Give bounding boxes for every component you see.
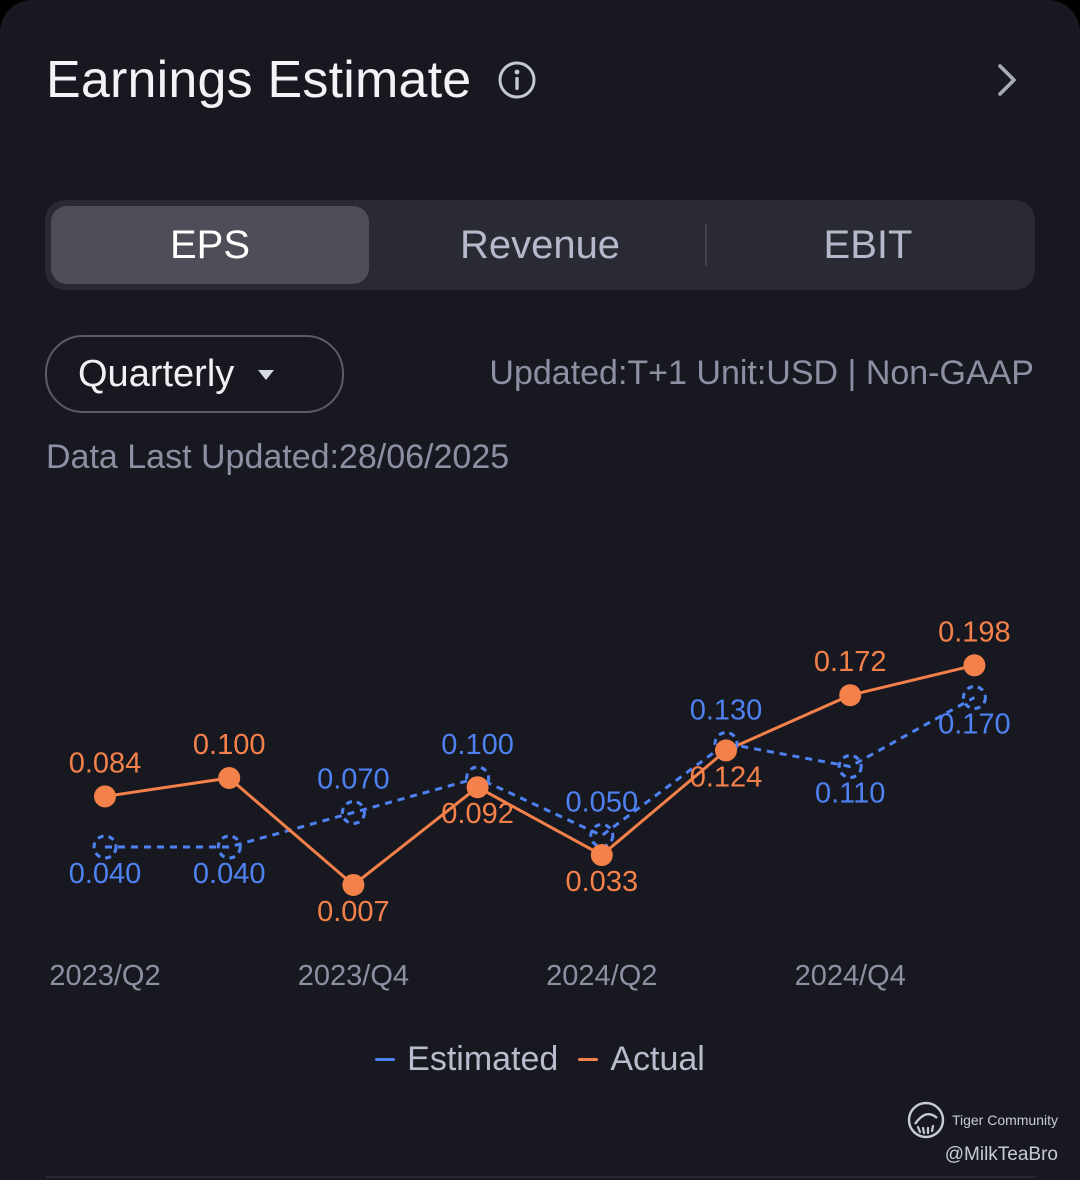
actual-series-line: [104, 663, 975, 887]
estimated-point: [589, 823, 615, 848]
actual-point: [94, 785, 116, 808]
actual-point: [839, 684, 862, 707]
estimated-data-label: 0.050: [566, 787, 639, 819]
estimated-series-line: [105, 696, 976, 849]
chevron-right-icon[interactable]: [990, 60, 1024, 100]
period-select[interactable]: Quarterly: [45, 335, 344, 413]
watermark-handle: @MilkTeaBro: [944, 1144, 1058, 1165]
x-tick-label: 2023/Q2: [49, 960, 160, 992]
actual-data-label: 0.084: [69, 747, 142, 779]
legend-swatch-actual: [578, 1058, 599, 1061]
tab-eps[interactable]: EPS: [51, 206, 369, 284]
actual-data-label: 0.124: [690, 761, 763, 793]
estimated-data-label: 0.040: [69, 858, 142, 890]
actual-data-label: 0.033: [566, 866, 639, 898]
tiger-logo-icon: [907, 1101, 945, 1139]
legend-label-actual: Actual: [610, 1040, 705, 1078]
tab-divider: [705, 224, 707, 266]
estimated-point: [961, 685, 987, 710]
data-last-updated: Data Last Updated:28/06/2025: [46, 438, 510, 476]
estimated-data-label: 0.130: [690, 695, 763, 727]
watermark: Tiger Community @MilkTeaBro: [906, 1100, 1058, 1166]
estimated-data-label: 0.170: [938, 709, 1011, 741]
estimated-point: [340, 800, 366, 825]
actual-point: [715, 739, 737, 762]
legend-label-estimated: Estimated: [407, 1040, 559, 1078]
actual-data-label: 0.092: [441, 798, 514, 830]
metric-tabs: EPS Revenue EBIT: [45, 200, 1035, 290]
page-title: Earnings Estimate: [46, 51, 472, 109]
actual-data-label: 0.100: [193, 729, 266, 761]
tab-revenue[interactable]: Revenue: [459, 222, 621, 267]
bottom-divider: [46, 1176, 1036, 1178]
estimated-point: [465, 765, 491, 791]
estimated-data-label: 0.040: [193, 858, 266, 890]
estimated-data-label: 0.100: [441, 729, 514, 761]
estimated-point: [92, 834, 118, 860]
estimated-point: [713, 731, 739, 756]
period-select-value: Quarterly: [78, 352, 235, 395]
estimated-data-label: 0.110: [815, 778, 885, 810]
x-tick-label: 2023/Q4: [298, 960, 409, 992]
chart-legend: Estimated Actual: [0, 1040, 1080, 1079]
update-meta: Updated:T+1 Unit:USD | Non-GAAP: [489, 354, 1034, 392]
actual-data-label: 0.172: [814, 646, 887, 678]
x-tick-label: 2024/Q2: [546, 960, 657, 992]
actual-data-label: 0.007: [317, 896, 390, 928]
watermark-brand: Tiger Community: [951, 1112, 1058, 1128]
actual-point: [342, 873, 365, 896]
caret-down-icon: [258, 370, 274, 380]
actual-point: [218, 767, 241, 789]
legend-item-actual[interactable]: Actual: [578, 1040, 705, 1079]
actual-point: [590, 844, 613, 867]
legend-swatch-estimated: [375, 1058, 396, 1061]
actual-point: [466, 776, 489, 799]
x-tick-label: 2024/Q4: [795, 960, 906, 992]
info-circle-icon[interactable]: [497, 60, 537, 100]
estimated-point: [216, 834, 242, 860]
actual-point: [963, 654, 986, 677]
estimated-data-label: 0.070: [317, 764, 390, 796]
actual-data-label: 0.198: [938, 616, 1011, 648]
eps-line-chart: 0.040 0.040 0.070 0.100 0.050 0.130 0.110 0.170…: [49, 616, 1011, 992]
legend-item-estimated[interactable]: Estimated: [375, 1040, 558, 1079]
tab-ebit[interactable]: EBIT: [823, 222, 913, 267]
estimated-point: [837, 754, 863, 779]
